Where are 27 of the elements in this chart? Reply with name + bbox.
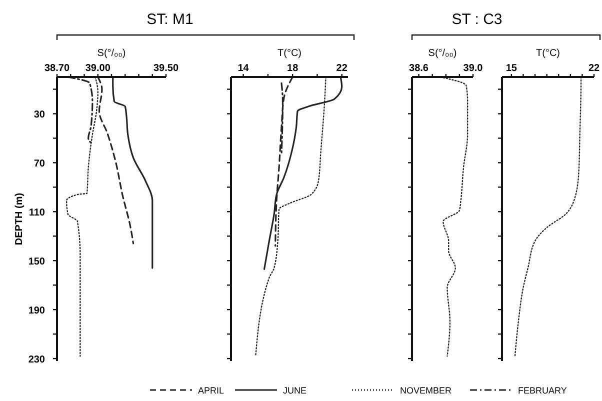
y-tick-label: 230 <box>28 354 46 366</box>
chart-title: ST: M1 <box>146 11 194 28</box>
y-tick-label: 30 <box>34 110 46 121</box>
x-axis-title: S(°/₀₀) <box>97 48 126 59</box>
y-tick-label: 70 <box>34 158 46 170</box>
x-axis-title: T(°C) <box>536 48 560 59</box>
x-tick-label: 39.50 <box>153 63 179 74</box>
x-tick-label: 15 <box>506 63 518 74</box>
x-axis-title: T(°C) <box>278 48 302 59</box>
chart-title: ST : C3 <box>452 11 502 28</box>
y-tick-label: 190 <box>28 306 46 317</box>
x-tick-label: 38.70 <box>44 63 70 74</box>
legend-label: FEBRUARY <box>518 386 567 396</box>
legend-label: APRIL <box>198 386 224 396</box>
x-tick-label: 14 <box>238 63 250 74</box>
y-axis-title: DEPTH (m) <box>14 192 25 246</box>
x-tick-label: 22 <box>588 63 600 74</box>
x-tick-label: 39.00 <box>85 63 111 74</box>
y-tick-label: 150 <box>28 256 46 268</box>
x-tick-label: 38.6 <box>409 63 429 74</box>
y-tick-label: 110 <box>28 208 46 219</box>
legend-label: NOVEMBER <box>400 386 452 396</box>
x-axis-title: S(°/₀₀) <box>428 48 457 59</box>
x-tick-label: 22 <box>336 63 348 74</box>
legend-label: JUNE <box>283 386 307 396</box>
x-tick-label: 39.0 <box>463 63 484 74</box>
x-tick-label: 18 <box>287 63 299 74</box>
